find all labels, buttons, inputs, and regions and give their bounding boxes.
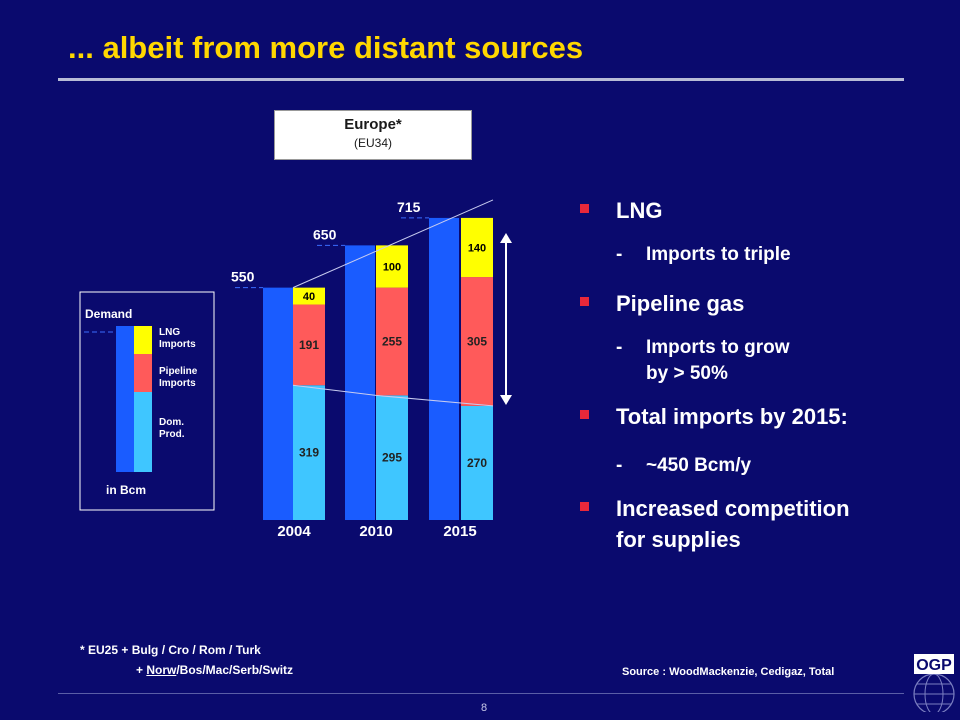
ogp-logo: OGP bbox=[906, 650, 956, 712]
value-label: 295 bbox=[382, 451, 402, 465]
category-label-2004: 2004 bbox=[277, 523, 311, 540]
legend-label-pipeline: Pipeline bbox=[159, 366, 198, 377]
legend-label-pipeline: Imports bbox=[159, 378, 196, 389]
segment-dom-prod--2010 bbox=[376, 395, 408, 520]
segment-dom-prod--2015 bbox=[461, 405, 493, 520]
legend-unit: in Bcm bbox=[106, 483, 146, 497]
source-note: Source : WoodMackenzie, Cedigaz, Total bbox=[622, 666, 835, 678]
bullet-square bbox=[580, 297, 589, 306]
total-label-2010: 650 bbox=[313, 226, 337, 242]
segment-lng-imports-2004 bbox=[293, 287, 325, 305]
page-number: 8 bbox=[480, 702, 488, 714]
value-label: 191 bbox=[299, 338, 319, 352]
value-label: 255 bbox=[382, 334, 402, 348]
bullet-lng: LNG bbox=[616, 198, 663, 223]
logo-text: OGP bbox=[916, 657, 952, 674]
bullet-square bbox=[580, 204, 589, 213]
bullet-square bbox=[580, 410, 589, 419]
bullet-pipeline-sub1: Imports to grow bbox=[646, 337, 790, 358]
bullet-pipeline: Pipeline gas bbox=[616, 291, 745, 316]
region-subtitle: (EU34) bbox=[353, 136, 392, 150]
footnote-line1: * EU25 + Bulg / Cro / Rom / Turk bbox=[80, 643, 261, 657]
segment-pipeline-imports-2010 bbox=[376, 287, 408, 396]
bullet-total-imports: Total imports by 2015: bbox=[616, 404, 848, 429]
category-label-2010: 2010 bbox=[359, 523, 392, 540]
value-label: 305 bbox=[467, 334, 487, 348]
footnote-prefix: + bbox=[136, 663, 147, 677]
dash: - bbox=[616, 337, 623, 358]
demand-bar-2010 bbox=[345, 245, 375, 520]
legend-pipeline-swatch bbox=[134, 354, 152, 392]
legend-label-lng: Imports bbox=[159, 339, 196, 350]
bullet-square bbox=[580, 502, 589, 511]
total-label-2004: 550 bbox=[231, 269, 255, 285]
footnote-norw: Norw bbox=[146, 663, 177, 677]
footnote-line2: + Norw/Bos/Mac/Serb/Switz bbox=[136, 663, 293, 677]
segment-dom-prod--2004 bbox=[293, 385, 325, 520]
bottom-divider bbox=[58, 693, 904, 694]
slide-title: ... albeit from more distant sources bbox=[68, 30, 584, 65]
bullet-pipeline-sub2: by > 50% bbox=[646, 363, 728, 384]
imports-arrow-head-down bbox=[500, 395, 512, 405]
segment-pipeline-imports-2015 bbox=[461, 277, 493, 406]
bullet-total-sub: ~450 Bcm/y bbox=[646, 455, 752, 476]
segment-pipeline-imports-2004 bbox=[293, 304, 325, 386]
segment-lng-imports-2015 bbox=[461, 217, 493, 278]
demand-bar-2004 bbox=[263, 287, 293, 520]
trend-line-domestic bbox=[292, 384, 494, 407]
bullet-competition-1: Increased competition bbox=[616, 496, 850, 521]
legend-title: Demand bbox=[85, 307, 132, 321]
region-box: Europe* (EU34) bbox=[274, 110, 472, 160]
footnote-rest: /Bos/Mac/Serb/Switz bbox=[176, 663, 294, 677]
total-label-2015: 715 bbox=[397, 199, 421, 215]
value-label: 140 bbox=[468, 242, 486, 254]
value-label: 40 bbox=[303, 291, 315, 303]
value-label: 270 bbox=[467, 456, 487, 470]
trend-line-total bbox=[292, 199, 494, 289]
bullet-lng-sub: Imports to triple bbox=[646, 244, 791, 265]
demand-bar-2015 bbox=[429, 217, 459, 520]
value-label: 100 bbox=[383, 262, 401, 274]
value-label: 319 bbox=[299, 446, 319, 460]
legend-label-lng: LNG bbox=[159, 327, 180, 338]
imports-arrow-head-up bbox=[500, 233, 512, 243]
bullet-competition-2: for supplies bbox=[616, 527, 741, 552]
legend-domestic-swatch bbox=[134, 392, 152, 472]
dash: - bbox=[616, 244, 623, 265]
category-label-2015: 2015 bbox=[443, 523, 476, 540]
title-divider bbox=[58, 78, 904, 81]
legend-label-domestic: Prod. bbox=[159, 429, 185, 440]
region-title: Europe* bbox=[344, 116, 402, 133]
legend-demand-bar bbox=[116, 326, 134, 472]
segment-lng-imports-2010 bbox=[376, 245, 408, 288]
dash: - bbox=[616, 455, 623, 476]
legend-label-domestic: Dom. bbox=[159, 417, 184, 428]
legend-lng-swatch bbox=[134, 326, 152, 354]
